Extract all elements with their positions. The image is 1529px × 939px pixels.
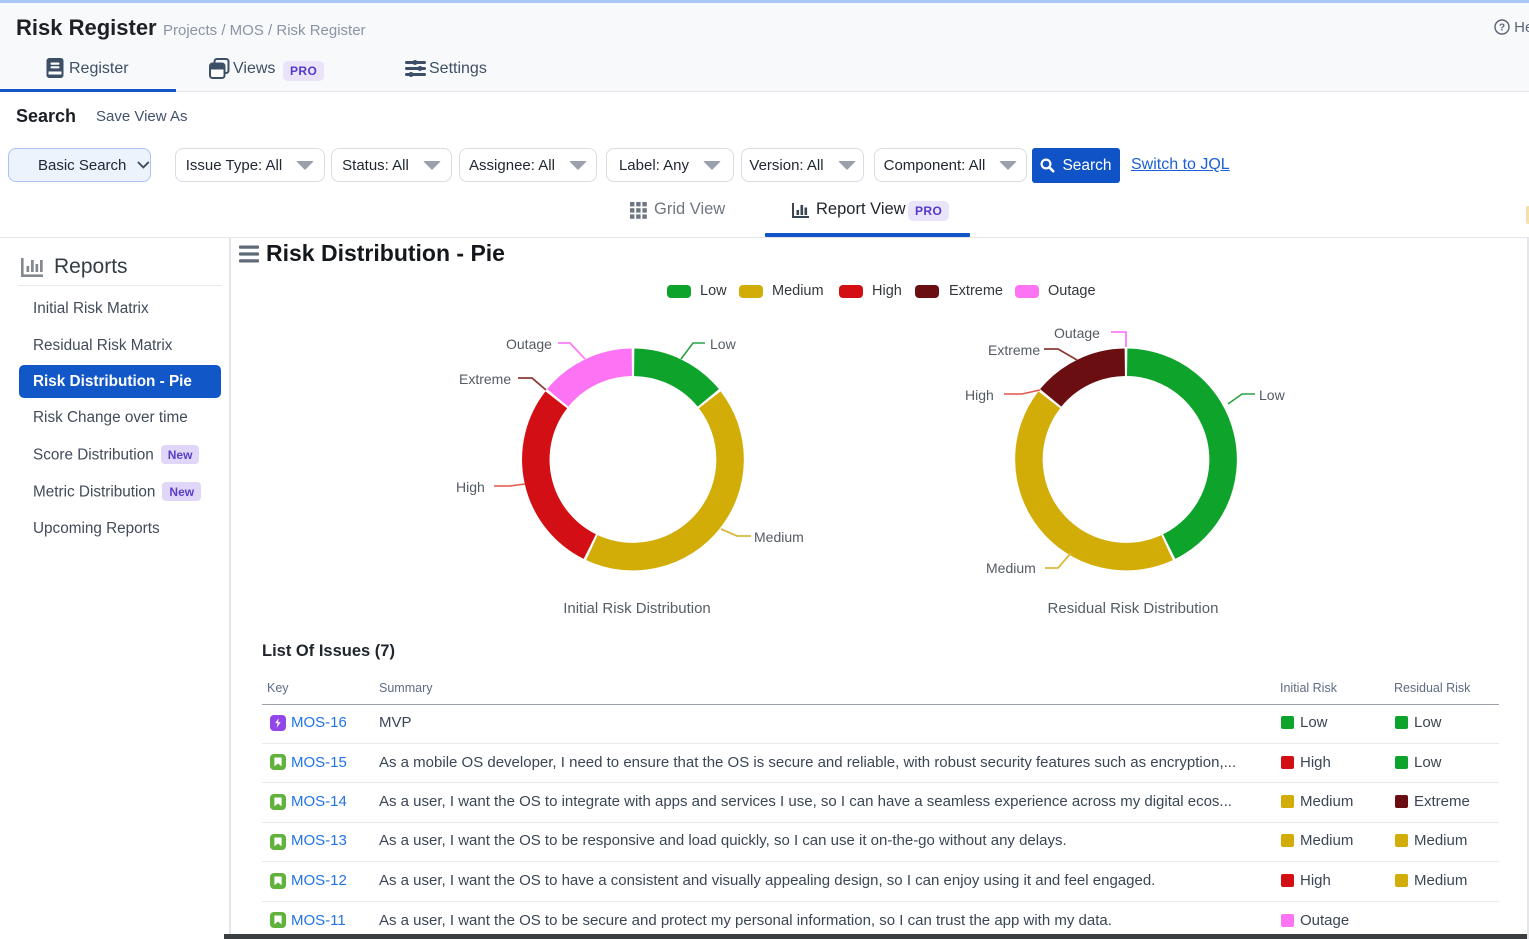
svg-text:?: ? [1499, 23, 1505, 34]
